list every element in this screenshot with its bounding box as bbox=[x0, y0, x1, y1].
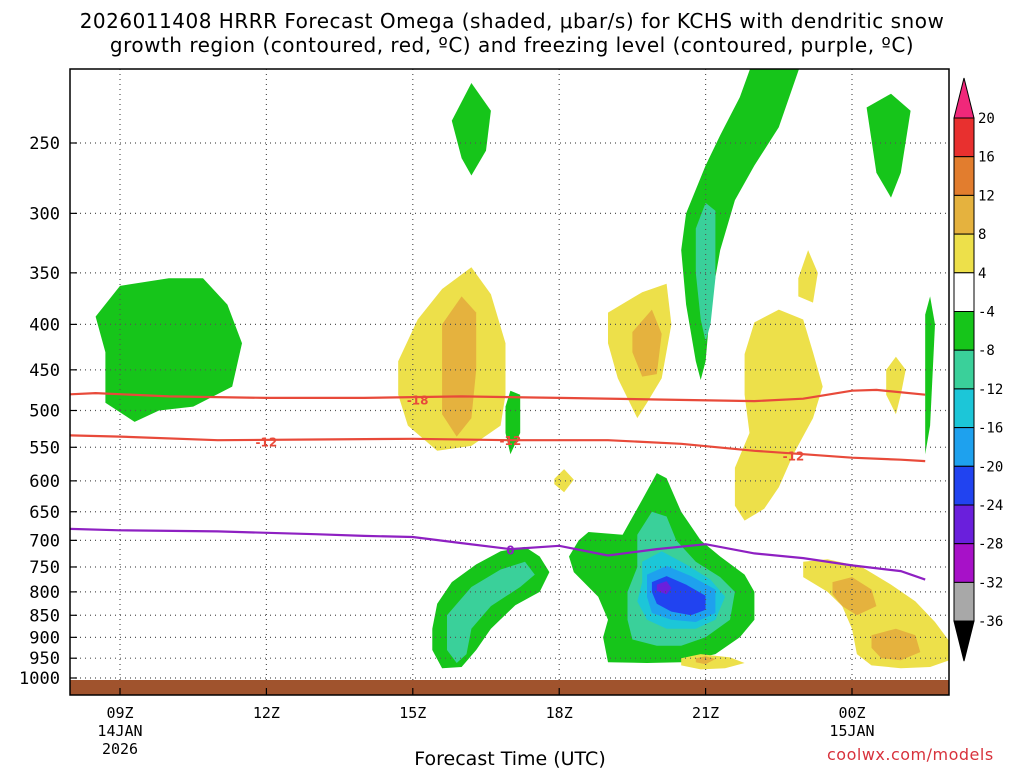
omega-shaded-region bbox=[832, 577, 877, 616]
contour-0 bbox=[70, 527, 926, 581]
contour--18 bbox=[70, 388, 926, 403]
omega-shaded-region bbox=[451, 83, 491, 176]
omega-shaded-region bbox=[798, 250, 818, 303]
x-axis-label: Forecast Time (UTC) bbox=[414, 748, 605, 768]
colorbar-bin bbox=[953, 349, 975, 390]
colorbar-bin bbox=[953, 194, 975, 235]
x-tick-label: 18Z bbox=[546, 704, 573, 722]
contour-label: 0 bbox=[506, 544, 514, 558]
y-tick-label: 600 bbox=[29, 472, 60, 492]
colorbar-label: -32 bbox=[978, 575, 1003, 591]
colorbar-bin bbox=[953, 311, 975, 351]
colorbar-label: -12 bbox=[978, 382, 1003, 398]
colorbar-label: 4 bbox=[978, 266, 986, 282]
omega-shaded-region bbox=[886, 356, 906, 415]
y-tick-label: 900 bbox=[29, 628, 60, 648]
omega-shaded-region bbox=[95, 278, 242, 422]
y-tick-label: 400 bbox=[29, 315, 60, 335]
omega-shaded-region bbox=[871, 628, 921, 661]
x-tick-year: 2026 bbox=[102, 740, 138, 758]
plot-frame bbox=[69, 68, 950, 696]
y-tick-label: 650 bbox=[29, 503, 60, 523]
y-tick-label: 250 bbox=[29, 134, 60, 154]
colorbar-bin bbox=[953, 388, 975, 429]
x-tick-date: 15JAN bbox=[829, 722, 874, 740]
chart-title-line2: growth region (contoured, red, ºC) and f… bbox=[109, 33, 915, 57]
colorbar-bin bbox=[953, 233, 975, 274]
omega-shaded-region bbox=[734, 309, 823, 521]
omega-shaded-region bbox=[442, 296, 477, 437]
chart-title-line1: 2026011408 HRRR Forecast Omega (shaded, … bbox=[79, 9, 945, 33]
colorbar-bin bbox=[953, 117, 975, 158]
colorbar-label: 16 bbox=[978, 150, 995, 166]
y-tick-label: 550 bbox=[29, 438, 60, 458]
contour-label: -18 bbox=[407, 394, 429, 408]
x-tick-label: 12Z bbox=[253, 704, 280, 722]
colorbar-label: -16 bbox=[978, 421, 1003, 437]
y-tick-label: 450 bbox=[29, 361, 60, 381]
colorbar-label: 12 bbox=[978, 188, 995, 204]
omega-shaded-region bbox=[505, 390, 521, 455]
x-tick-label: 09Z bbox=[106, 704, 133, 722]
omega-shaded-region bbox=[925, 296, 935, 455]
colorbar-bin bbox=[953, 427, 975, 467]
colorbar-label: -28 bbox=[978, 537, 1003, 553]
omega-shaded-region bbox=[447, 561, 535, 663]
x-tick-label: 15Z bbox=[399, 704, 426, 722]
y-tick-label: 500 bbox=[29, 402, 60, 422]
contour--12 bbox=[70, 434, 926, 463]
colorbar-bin bbox=[953, 272, 975, 312]
colorbar-bin bbox=[953, 465, 975, 506]
contour-label: -12 bbox=[500, 434, 522, 448]
colorbar-bin bbox=[953, 504, 975, 545]
colorbar-label: -20 bbox=[978, 459, 1003, 475]
omega-shaded-region bbox=[632, 309, 662, 377]
colorbar-label: 20 bbox=[978, 111, 995, 127]
colorbar-label: 8 bbox=[978, 227, 986, 243]
y-tick-label: 1000 bbox=[19, 669, 60, 689]
colorbar-bin bbox=[953, 543, 975, 583]
colorbar-label: -8 bbox=[978, 343, 995, 359]
colorbar-label: -24 bbox=[978, 498, 1003, 514]
colorbar-label: -4 bbox=[978, 305, 995, 321]
omega-shaded-region bbox=[656, 581, 672, 595]
y-tick-label: 800 bbox=[29, 583, 60, 603]
colorbar-bin bbox=[953, 156, 975, 196]
contour-label: -12 bbox=[783, 450, 805, 464]
y-tick-label: 950 bbox=[29, 649, 60, 669]
omega-shaded-region bbox=[866, 93, 911, 198]
x-tick-label: 21Z bbox=[692, 704, 719, 722]
x-tick-date: 14JAN bbox=[97, 722, 142, 740]
omega-shaded-region bbox=[695, 202, 716, 342]
y-tick-label: 750 bbox=[29, 558, 60, 578]
colorbar-bin bbox=[953, 581, 975, 622]
y-tick-label: 850 bbox=[29, 606, 60, 626]
y-tick-label: 350 bbox=[29, 264, 60, 284]
x-tick-label: 00Z bbox=[838, 704, 865, 722]
colorbar-bottom-arrow bbox=[953, 620, 975, 662]
colorbar-label: -36 bbox=[978, 614, 1003, 630]
credit-link[interactable]: coolwx.com/models bbox=[827, 745, 994, 764]
contour-label: -12 bbox=[256, 436, 278, 450]
ground-surface bbox=[70, 680, 949, 695]
y-tick-label: 300 bbox=[29, 204, 60, 224]
omega-shaded-region bbox=[681, 654, 745, 670]
colorbar-top-arrow bbox=[953, 77, 975, 119]
y-tick-label: 700 bbox=[29, 531, 60, 551]
